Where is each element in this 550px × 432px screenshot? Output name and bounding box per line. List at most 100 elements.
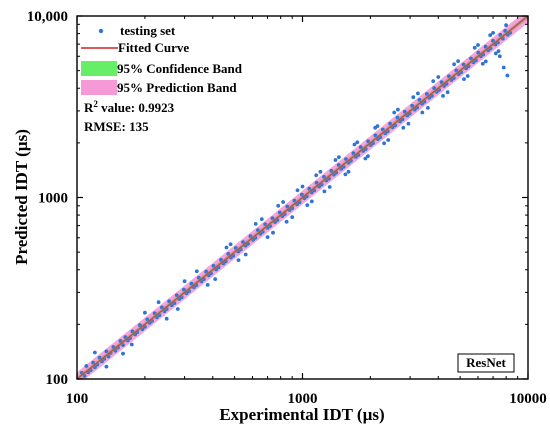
data-point — [130, 329, 135, 334]
fitted-curve — [77, 16, 528, 379]
model-tag-box — [457, 353, 515, 373]
data-point — [366, 154, 370, 159]
data-point — [295, 188, 300, 193]
legend-label-fitted-curve: Fitted Curve — [118, 40, 189, 55]
rmse-annotation: RMSE: 135 — [84, 119, 149, 134]
data-point — [380, 127, 385, 132]
data-point — [174, 293, 179, 298]
data-point — [211, 264, 216, 268]
data-point — [480, 61, 485, 66]
data-point — [106, 354, 111, 359]
data-point — [476, 50, 481, 55]
data-point — [309, 199, 314, 204]
data-point — [452, 62, 456, 67]
data-point — [497, 54, 502, 59]
data-point — [97, 355, 102, 360]
data-point — [300, 184, 305, 189]
data-point — [259, 217, 264, 222]
data-point — [396, 107, 400, 112]
data-point — [175, 307, 180, 311]
data-point — [152, 311, 157, 316]
data-point — [314, 173, 319, 178]
data-point — [284, 219, 289, 224]
model-tag: ResNet — [466, 355, 506, 370]
data-point — [445, 90, 450, 95]
data-point — [382, 141, 386, 146]
data-point — [417, 98, 422, 102]
data-point — [416, 91, 420, 96]
data-point — [270, 216, 275, 221]
data-point — [327, 185, 332, 189]
data-point — [501, 65, 506, 70]
fitted-curve-overlay — [77, 16, 528, 379]
data-point — [271, 230, 275, 235]
y-tick-label: 100 — [46, 372, 69, 388]
data-point — [375, 124, 380, 128]
data-point — [307, 186, 312, 191]
data-point — [406, 121, 411, 126]
data-point — [363, 156, 368, 161]
data-point — [505, 73, 510, 78]
data-point — [336, 163, 341, 167]
data-point — [265, 235, 270, 240]
data-point — [285, 204, 290, 209]
data-point — [322, 189, 327, 194]
data-point — [82, 374, 87, 378]
data-point — [402, 109, 407, 114]
data-point — [160, 305, 164, 310]
data-point — [410, 103, 415, 108]
r2-annotation: R2 value: 0.9923 — [84, 99, 175, 115]
data-point — [358, 145, 363, 150]
data-point — [395, 115, 400, 120]
data-point — [465, 74, 470, 78]
data-point — [182, 279, 187, 284]
data-point — [138, 323, 142, 328]
data-point — [84, 364, 89, 368]
data-point — [461, 62, 466, 67]
data-point — [491, 38, 495, 43]
data-point — [104, 364, 109, 369]
data-point — [462, 77, 466, 81]
legend-label-confidence-band: 95% Confidence Band — [117, 61, 243, 76]
data-point — [204, 269, 209, 274]
data-point — [314, 180, 319, 185]
axis-ticks: 100 1000 10000 100 1000 10,000 — [27, 9, 547, 407]
data-point — [388, 121, 392, 126]
data-point — [351, 151, 356, 156]
data-point — [121, 343, 125, 347]
data-point — [472, 45, 477, 50]
legend: testing set Fitted Curve 95% Confidence … — [81, 23, 243, 95]
data-point — [337, 155, 341, 160]
data-point — [213, 277, 218, 281]
data-point — [322, 175, 326, 179]
x-axis-label: Experimental IDT (µs) — [219, 405, 384, 424]
data-point — [93, 350, 97, 355]
data-point — [104, 349, 109, 354]
legend-label-testing-set: testing set — [120, 23, 176, 38]
data-point — [493, 51, 498, 56]
y-axis-label: Predicted IDT (µs) — [12, 129, 31, 265]
data-point — [290, 215, 295, 220]
data-point — [425, 92, 429, 96]
data-point — [256, 228, 260, 233]
data-point — [194, 269, 199, 274]
y-tick-label: 1000 — [38, 191, 68, 207]
data-point — [491, 31, 495, 35]
data-point — [420, 110, 425, 115]
data-point — [277, 210, 282, 215]
plot-area — [77, 16, 528, 379]
data-point — [156, 300, 161, 305]
data-point — [196, 275, 201, 280]
data-point — [224, 245, 229, 250]
data-point — [483, 59, 488, 64]
data-point — [233, 246, 238, 250]
data-point — [503, 29, 508, 33]
data-point — [441, 94, 445, 98]
legend-label-prediction-band: 95% Prediction Band — [117, 80, 237, 95]
testing-set-points — [79, 23, 512, 378]
data-point — [292, 198, 297, 203]
data-point — [439, 80, 444, 85]
data-point — [93, 365, 97, 370]
data-point — [113, 348, 118, 353]
data-point — [447, 74, 451, 79]
